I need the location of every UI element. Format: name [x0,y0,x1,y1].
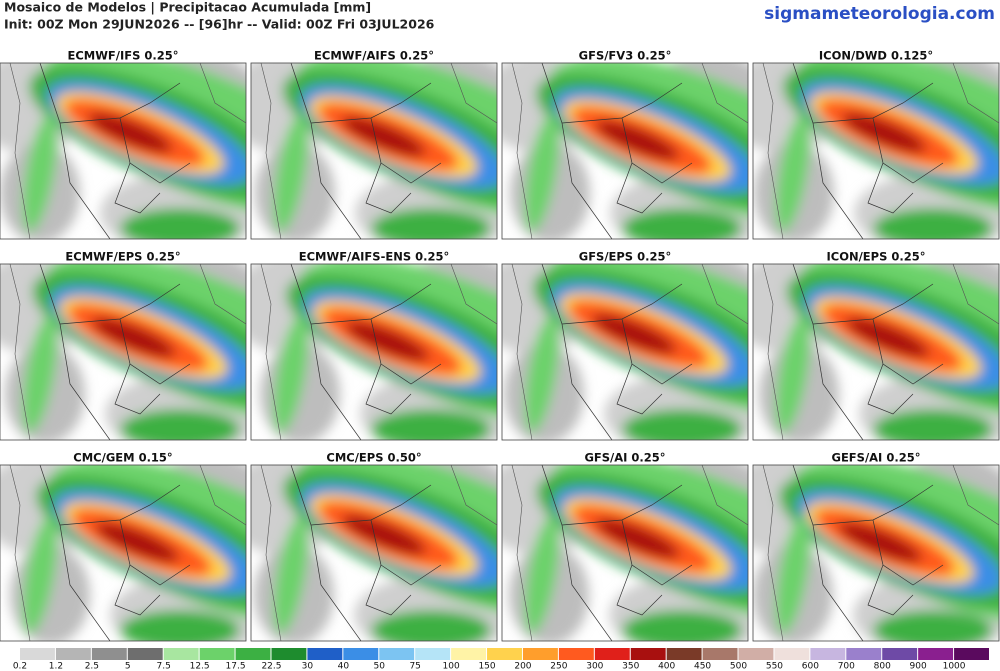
map-panel [501,62,749,240]
map-panel [250,464,498,642]
colorbar-label: 100 [443,662,460,671]
colorbar-swatch [666,648,702,660]
colorbar-label: 350 [622,662,639,671]
colorbar-swatch [738,648,774,660]
colorbar-swatch [20,648,55,660]
colorbar-label: 5 [125,662,131,671]
colorbar-label: 30 [302,662,314,671]
colorbar-label: 150 [478,662,495,671]
header-title: Mosaico de Modelos | Precipitacao Acumul… [4,0,371,15]
colorbar-swatch [774,648,810,660]
colorbar-swatch [91,648,127,660]
panel-title: CMC/EPS 0.50° [326,451,421,465]
panel-title: ECMWF/AIFS-ENS 0.25° [299,250,449,264]
colorbar-swatch [127,648,163,660]
colorbar-label: 1.2 [49,662,63,671]
colorbar-label: 40 [338,662,350,671]
map-panel [0,62,247,240]
colorbar-swatch [271,648,307,660]
map-panel [752,263,1000,441]
colorbar-label: 600 [802,662,819,671]
map-panel [752,62,1000,240]
colorbar-label: 550 [766,662,783,671]
colorbar-label: 900 [910,662,927,671]
panel-title: ICON/DWD 0.125° [819,49,933,63]
colorbar-label: 800 [874,662,891,671]
colorbar-swatch [702,648,738,660]
map-panel [501,464,749,642]
colorbar-label: 400 [658,662,675,671]
colorbar-label: 450 [694,662,711,671]
map-panel [250,62,498,240]
colorbar-label: 250 [550,662,567,671]
colorbar-swatch [415,648,451,660]
colorbar-swatch [379,648,415,660]
panel-title: ICON/EPS 0.25° [826,250,925,264]
colorbar-swatch [846,648,882,660]
colorbar-swatch [451,648,487,660]
colorbar-swatch [307,648,343,660]
colorbar-label: 75 [409,662,420,671]
colorbar-swatch [558,648,594,660]
map-panel [501,263,749,441]
colorbar-swatch [343,648,379,660]
site-link[interactable]: sigmameteorologia.com [764,4,995,24]
colorbar-label: 500 [730,662,747,671]
colorbar-swatch [235,648,271,660]
colorbar-swatch [882,648,918,660]
colorbar-label: 7.5 [157,662,171,671]
panel-title: GFS/AI 0.25° [584,451,665,465]
colorbar-label: 2.5 [85,662,99,671]
panel-title: GFS/EPS 0.25° [579,250,671,264]
colorbar-swatch [163,648,199,660]
colorbar-swatch [954,648,989,660]
colorbar-label: 200 [514,662,531,671]
colorbar-swatch [522,648,558,660]
colorbar-swatch [918,648,954,660]
header-subtitle: Init: 00Z Mon 29JUN2026 -- [96]hr -- Val… [4,17,435,32]
map-panel [752,464,1000,642]
colorbar-swatch [55,648,91,660]
colorbar-swatch [810,648,846,660]
colorbar-label: 17.5 [226,662,246,671]
panel-title: GFS/FV3 0.25° [579,49,672,63]
colorbar-swatch [594,648,630,660]
colorbar-label: 50 [374,662,386,671]
colorbar-label: 700 [838,662,855,671]
colorbar-label: 300 [586,662,603,671]
panel-title: ECMWF/AIFS 0.25° [314,49,434,63]
panel-title: GEFS/AI 0.25° [832,451,921,465]
map-panel [0,263,247,441]
panel-title: CMC/GEM 0.15° [73,451,172,465]
panel-title: ECMWF/IFS 0.25° [67,49,178,63]
map-panel [250,263,498,441]
colorbar-swatch [199,648,235,660]
colorbar-swatch [630,648,666,660]
colorbar: 0.2 1.2 2.5 5 7.5 12.5 17.5 22.5 30 40 50 75 100 150 2… [13,648,989,671]
map-panel [0,464,247,642]
panel-title: ECMWF/EPS 0.25° [65,250,180,264]
colorbar-label: 1000 [943,662,966,671]
colorbar-swatch [487,648,522,660]
colorbar-label: 22.5 [261,662,281,671]
panels: ECMWF/IFS 0.25° ECMWF/AIFS 0.25° GFS/FV3 0… [0,49,1000,642]
colorbar-label: 0.2 [13,662,27,671]
colorbar-label: 12.5 [190,662,210,671]
